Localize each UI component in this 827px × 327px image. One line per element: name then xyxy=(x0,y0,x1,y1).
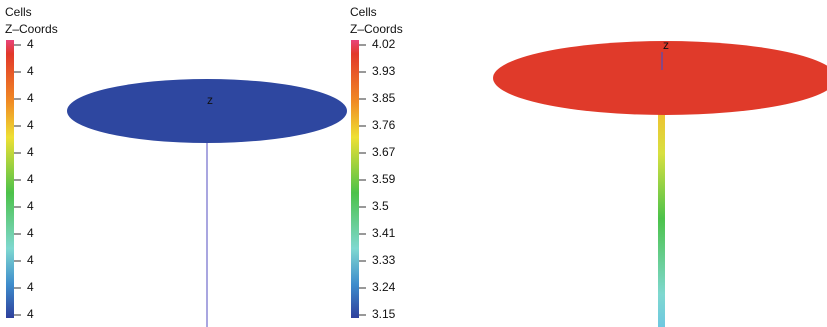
tick-label: 3.85 xyxy=(372,91,396,105)
tick-label: 4 xyxy=(27,91,34,105)
tick-label: 4 xyxy=(27,64,34,78)
screenshot: Cells Z–Coords z 4 4 4 4 4 4 4 4 4 4 4 Cells Z–Coo… xyxy=(0,0,827,327)
tick-label: 4.02 xyxy=(372,37,396,51)
tick-label: 4 xyxy=(27,172,34,186)
legend-title: Cells xyxy=(5,5,32,19)
tick-label: 3.59 xyxy=(372,172,396,186)
tick-label: 3.33 xyxy=(372,253,396,267)
axis-label: z xyxy=(663,38,669,52)
legend-subtitle: Z–Coords xyxy=(5,22,58,36)
tick-label: 3.15 xyxy=(372,307,396,321)
tick-label: 3.76 xyxy=(372,118,396,132)
tick-label: 4 xyxy=(27,118,34,132)
tick-label: 3.93 xyxy=(372,64,396,78)
panel: Cells Z–Coords z 4.02 3.93 3.85 3.76 3.67 3.5… xyxy=(350,5,827,327)
tick-label: 4 xyxy=(27,226,34,240)
stem xyxy=(658,110,665,327)
tick-label: 3.41 xyxy=(372,226,396,240)
legend-title: Cells xyxy=(350,5,377,19)
legend-subtitle: Z–Coords xyxy=(350,22,403,36)
color-bar xyxy=(6,40,14,318)
tick-label: 4 xyxy=(27,280,34,294)
panel: Cells Z–Coords z 4 4 4 4 4 4 4 4 4 4 4 xyxy=(5,5,347,327)
tick-label: 4 xyxy=(27,37,34,51)
tick-label: 3.67 xyxy=(372,145,396,159)
tick-label: 4 xyxy=(27,253,34,267)
axis-label: z xyxy=(207,93,213,107)
page: Cells Z–Coords z 4 4 4 4 4 4 4 4 4 4 4 Cells Z–Coo… xyxy=(0,0,827,327)
disk xyxy=(67,79,347,143)
tick-label: 4 xyxy=(27,199,34,213)
tick-label: 4 xyxy=(27,307,34,321)
tick-label: 3.24 xyxy=(372,280,396,294)
color-bar xyxy=(351,40,359,318)
disk xyxy=(493,41,827,115)
tick-label: 4 xyxy=(27,145,34,159)
tick-label: 3.5 xyxy=(372,199,389,213)
